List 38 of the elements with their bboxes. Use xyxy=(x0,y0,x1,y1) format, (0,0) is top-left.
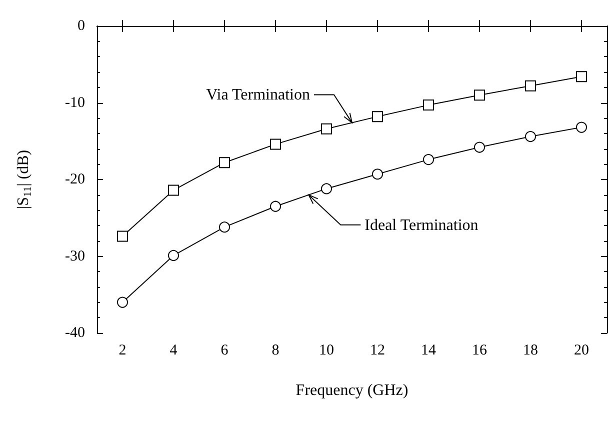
point xyxy=(372,111,383,122)
x-axis-title: Frequency (GHz) xyxy=(296,382,408,399)
point xyxy=(474,142,485,153)
point xyxy=(321,123,332,134)
y-tick-label: 0 xyxy=(78,18,85,34)
point xyxy=(219,157,230,168)
x-tick-label: 8 xyxy=(272,342,280,358)
point xyxy=(525,131,536,142)
x-tick-label: 10 xyxy=(319,342,334,358)
point xyxy=(576,122,587,133)
annotation: Via Termination xyxy=(206,86,310,104)
point xyxy=(117,296,128,308)
annotation: Ideal Termination xyxy=(364,216,478,234)
point xyxy=(423,154,434,166)
point xyxy=(270,200,281,212)
y-tick-label: -40 xyxy=(65,325,85,341)
x-tick-label: 16 xyxy=(472,342,488,358)
point xyxy=(372,168,383,180)
point xyxy=(219,222,230,233)
x-tick-label: 6 xyxy=(220,342,229,358)
point xyxy=(423,100,434,111)
point xyxy=(576,71,587,82)
y-tick-label: -20 xyxy=(65,172,85,188)
x-tick-label: 14 xyxy=(421,342,436,358)
point xyxy=(168,184,179,196)
x-tick-label: 20 xyxy=(574,342,589,358)
x-tick-label: 4 xyxy=(170,342,178,358)
x-tick-label: 12 xyxy=(370,342,385,358)
y-tick-label: -10 xyxy=(65,94,85,111)
point xyxy=(270,138,281,150)
point xyxy=(168,250,179,261)
point xyxy=(321,183,332,194)
point xyxy=(117,230,128,242)
y-tick-label: -30 xyxy=(65,248,85,264)
point xyxy=(525,80,536,92)
x-tick-label: 2 xyxy=(118,342,126,358)
point xyxy=(474,90,485,101)
x-tick-label: 18 xyxy=(523,342,538,358)
